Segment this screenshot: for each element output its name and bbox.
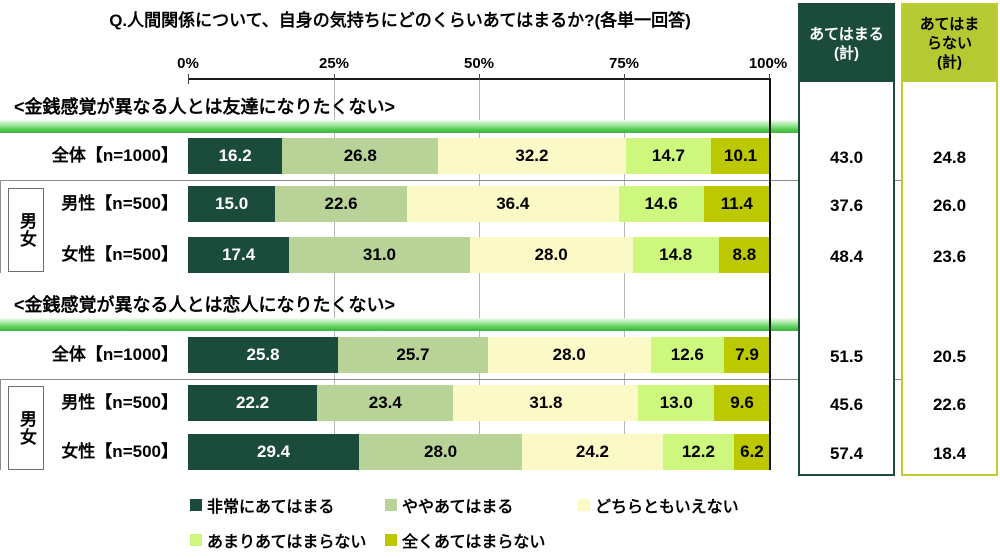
disagree-total-value: 24.8 bbox=[932, 148, 967, 167]
bar-segment: 25.8 bbox=[188, 337, 339, 373]
legend-item-strongly-disagree: 全くあてはまらない bbox=[385, 532, 545, 551]
row-separator bbox=[0, 180, 998, 181]
agree-total-column: あてはまる (計) 43.0 37.6 48.4 51.5 45.6 57.4 bbox=[798, 3, 895, 476]
bar-segment: 28.0 bbox=[469, 237, 633, 273]
bar-segment: 25.7 bbox=[338, 337, 488, 373]
bar-segment: 11.4 bbox=[703, 186, 770, 222]
legend-item-strongly-agree: 非常にあてはまる bbox=[190, 497, 334, 516]
bar-segment: 6.2 bbox=[733, 434, 770, 470]
bar-segment: 28.0 bbox=[487, 337, 651, 373]
bar-segment: 16.2 bbox=[188, 138, 283, 174]
tick-mark bbox=[334, 74, 335, 84]
legend-swatch-icon bbox=[190, 534, 202, 546]
plot-right-border bbox=[769, 79, 771, 470]
agree-total-value: 43.0 bbox=[829, 148, 864, 167]
bar-segment: 23.4 bbox=[317, 385, 454, 421]
section-header-2: <金銭感覚が異なる人とは恋人になりたくない> bbox=[0, 294, 800, 331]
bar-segment: 14.7 bbox=[625, 138, 712, 174]
bar-segment: 7.9 bbox=[723, 337, 770, 373]
row-separator bbox=[0, 379, 998, 380]
disagree-total-value: 20.5 bbox=[932, 347, 967, 366]
tick-mark bbox=[188, 74, 189, 84]
agree-total-value: 45.6 bbox=[829, 395, 864, 414]
section-header-1-label: <金銭感覚が異なる人とは友達になりたくない> bbox=[14, 97, 396, 117]
bar-segment: 17.4 bbox=[188, 237, 290, 273]
section-header-2-label: <金銭感覚が異なる人とは恋人になりたくない> bbox=[14, 295, 396, 315]
axis-tick-25: 25% bbox=[318, 55, 350, 72]
stacked-bar-s2-male: 22.2 23.4 31.8 13.0 9.6 bbox=[188, 385, 770, 421]
group-bracket-line bbox=[0, 180, 1, 273]
bar-segment: 8.8 bbox=[718, 237, 770, 273]
bar-segment: 31.0 bbox=[289, 237, 470, 273]
gridline-50 bbox=[479, 80, 480, 470]
section-header-1: <金銭感覚が異なる人とは友達になりたくない> bbox=[0, 96, 800, 133]
gridline-25 bbox=[334, 80, 335, 470]
legend-item-neither: どちらともいえない bbox=[578, 497, 739, 516]
row-label-s2-total: 全体【n=1000】 bbox=[51, 345, 178, 364]
disagree-total-value: 18.4 bbox=[932, 444, 967, 463]
gridline-75 bbox=[624, 80, 625, 470]
legend-swatch-icon bbox=[385, 534, 397, 546]
bar-segment: 32.2 bbox=[438, 138, 626, 174]
gender-group-label-2: 男女 bbox=[8, 386, 44, 470]
bar-segment: 14.6 bbox=[618, 186, 704, 222]
gender-group-label-1: 男女 bbox=[8, 188, 44, 272]
agree-total-value: 51.5 bbox=[829, 347, 864, 366]
group-bracket-line bbox=[0, 379, 1, 470]
bar-segment: 28.0 bbox=[359, 434, 523, 470]
stacked-bar-s2-total: 25.8 25.7 28.0 12.6 7.9 bbox=[188, 337, 770, 373]
stacked-bar-s1-female: 17.4 31.0 28.0 14.8 8.8 bbox=[188, 237, 770, 273]
axis-tick-0: 0% bbox=[177, 55, 199, 72]
legend-item-somewhat-agree: ややあてはまる bbox=[385, 497, 513, 516]
bar-segment: 29.4 bbox=[188, 434, 360, 470]
bar-segment: 15.0 bbox=[188, 186, 276, 222]
bar-segment: 14.8 bbox=[632, 237, 719, 273]
legend-swatch-icon bbox=[385, 499, 397, 511]
legend-swatch-icon bbox=[578, 499, 590, 511]
bar-segment: 36.4 bbox=[406, 186, 619, 222]
bar-segment: 26.8 bbox=[282, 138, 439, 174]
disagree-total-header: あてはま らない (計) bbox=[903, 5, 996, 82]
disagree-total-value: 22.6 bbox=[932, 395, 967, 414]
disagree-total-value: 26.0 bbox=[932, 196, 967, 215]
row-label-s1-female: 女性【n=500】 bbox=[61, 245, 178, 264]
disagree-total-column: あてはま らない (計) 24.8 26.0 23.6 20.5 22.6 18… bbox=[901, 3, 998, 476]
bar-segment: 31.8 bbox=[453, 385, 639, 421]
agree-total-header: あてはまる (計) bbox=[800, 5, 893, 82]
legend-item-somewhat-disagree: あまりあてはまらない bbox=[190, 532, 366, 551]
bar-segment: 9.6 bbox=[714, 385, 770, 421]
stacked-bar-s1-total: 16.2 26.8 32.2 14.7 10.1 bbox=[188, 138, 770, 174]
bar-segment: 12.2 bbox=[662, 434, 734, 470]
bar-segment: 24.2 bbox=[522, 434, 663, 470]
axis-tick-100: 100% bbox=[748, 55, 788, 72]
row-label-s2-female: 女性【n=500】 bbox=[61, 442, 178, 461]
axis-tick-50: 50% bbox=[463, 55, 495, 72]
row-label-s1-male: 男性【n=500】 bbox=[61, 194, 178, 213]
bar-segment: 13.0 bbox=[638, 385, 715, 421]
stacked-bar-s2-female: 29.4 28.0 24.2 12.2 6.2 bbox=[188, 434, 770, 470]
bar-segment: 10.1 bbox=[711, 138, 770, 174]
agree-total-value: 57.4 bbox=[829, 444, 864, 463]
axis-tick-75: 75% bbox=[608, 55, 640, 72]
agree-total-value: 48.4 bbox=[829, 247, 864, 266]
bar-segment: 12.6 bbox=[650, 337, 724, 373]
row-label-s2-male: 男性【n=500】 bbox=[61, 393, 178, 412]
section-header-underline bbox=[0, 318, 800, 331]
chart-title: Q.人間関係について、自身の気持ちにどのくらいあてはまるか?(各単一回答) bbox=[109, 11, 691, 30]
disagree-total-value: 23.6 bbox=[932, 247, 967, 266]
legend-swatch-icon bbox=[190, 499, 202, 511]
bar-segment: 22.2 bbox=[188, 385, 318, 421]
tick-mark bbox=[624, 74, 625, 84]
bar-segment: 22.6 bbox=[275, 186, 407, 222]
stacked-bar-s1-male: 15.0 22.6 36.4 14.6 11.4 bbox=[188, 186, 770, 222]
agree-total-value: 37.6 bbox=[829, 196, 864, 215]
row-label-s1-total: 全体【n=1000】 bbox=[51, 146, 178, 165]
tick-mark bbox=[479, 74, 480, 84]
section-header-underline bbox=[0, 120, 800, 133]
